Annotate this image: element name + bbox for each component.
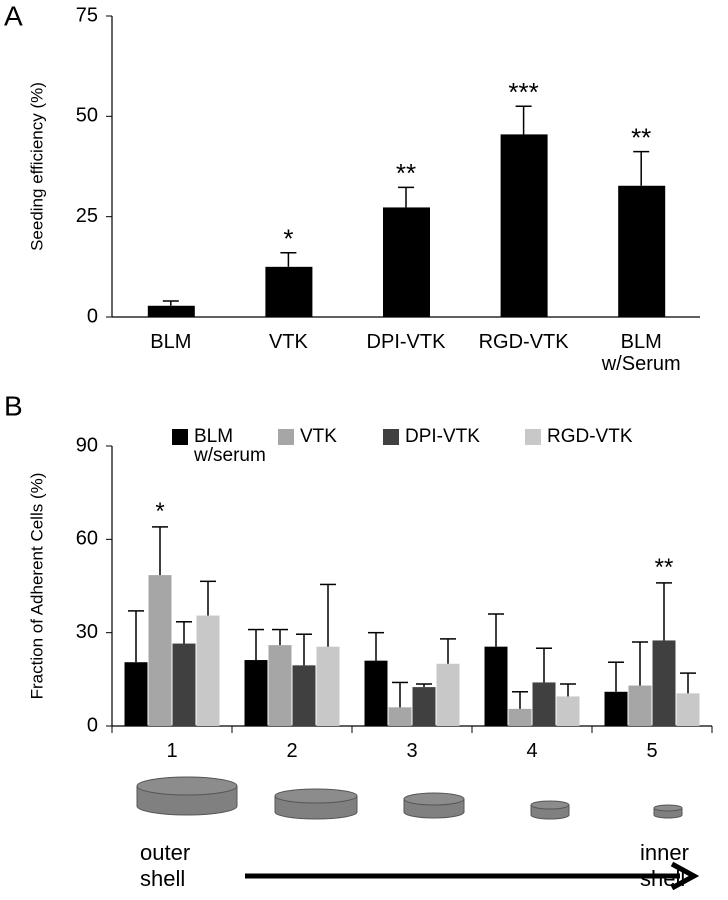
bar <box>268 645 292 726</box>
bar <box>147 305 195 317</box>
legend-entry: DPI-VTK <box>383 427 495 446</box>
bar <box>412 687 436 726</box>
shell-cylinders <box>136 776 683 820</box>
bar <box>500 134 548 317</box>
legend-entry: VTK <box>278 427 390 446</box>
inner-label: inner shell <box>640 840 689 891</box>
legend-entry: BLM w/serum <box>172 427 284 465</box>
panel-label: A <box>4 0 23 31</box>
outer-label: outer shell <box>140 840 191 891</box>
bar <box>484 646 508 726</box>
bar <box>556 696 580 726</box>
bar <box>383 207 430 317</box>
bar <box>388 707 412 726</box>
bar <box>124 662 148 726</box>
x-tick-label: 1 <box>166 740 178 762</box>
arrow-head <box>670 861 700 891</box>
y-axis-label: Fraction of Adherent Cells (%) <box>27 473 46 700</box>
y-tick-label: 90 <box>76 434 98 456</box>
bar <box>292 665 316 726</box>
bar <box>436 663 460 726</box>
bar <box>532 682 556 726</box>
legend-swatch <box>383 429 399 445</box>
y-tick-label: 0 <box>87 305 98 327</box>
x-tick-label: RGD-VTK <box>478 331 569 353</box>
x-tick-label: 5 <box>646 740 658 762</box>
bar <box>172 643 196 726</box>
bar <box>604 691 628 726</box>
bar <box>244 660 268 726</box>
panel-label: B <box>4 390 23 421</box>
bar <box>316 646 340 726</box>
legend-swatch <box>525 429 541 445</box>
annotation: * <box>155 498 164 525</box>
y-tick-label: 30 <box>76 621 98 643</box>
x-tick-label: BLM w/Serum <box>601 331 681 375</box>
bar <box>628 685 652 726</box>
bar <box>148 575 172 726</box>
y-tick-label: 60 <box>76 528 98 550</box>
annotation: *** <box>508 77 538 107</box>
x-tick-label: 4 <box>526 740 538 762</box>
legend-swatch <box>278 429 294 445</box>
annotation: ** <box>396 158 416 188</box>
x-tick-label: DPI-VTK <box>366 331 446 353</box>
legend-swatch <box>172 429 188 445</box>
annotation: ** <box>655 554 674 581</box>
bar <box>652 640 676 726</box>
annotation: * <box>283 224 293 254</box>
bar <box>676 693 700 726</box>
y-tick-label: 0 <box>87 714 98 736</box>
x-tick-label: BLM <box>150 331 192 353</box>
x-tick-label: VTK <box>268 331 308 353</box>
legend-entry: RGD-VTK <box>525 427 637 446</box>
bar <box>196 615 220 726</box>
y-tick-label: 50 <box>76 105 98 127</box>
x-tick-label: 3 <box>406 740 418 762</box>
bar <box>508 708 532 726</box>
y-tick-label: 75 <box>76 4 98 26</box>
bar <box>265 266 313 317</box>
x-tick-label: 2 <box>286 740 298 762</box>
bar <box>364 660 388 726</box>
bar <box>618 185 666 317</box>
y-axis-label: Seeding efficiency (%) <box>27 82 46 251</box>
y-tick-label: 25 <box>76 205 98 227</box>
annotation: ** <box>631 123 651 153</box>
